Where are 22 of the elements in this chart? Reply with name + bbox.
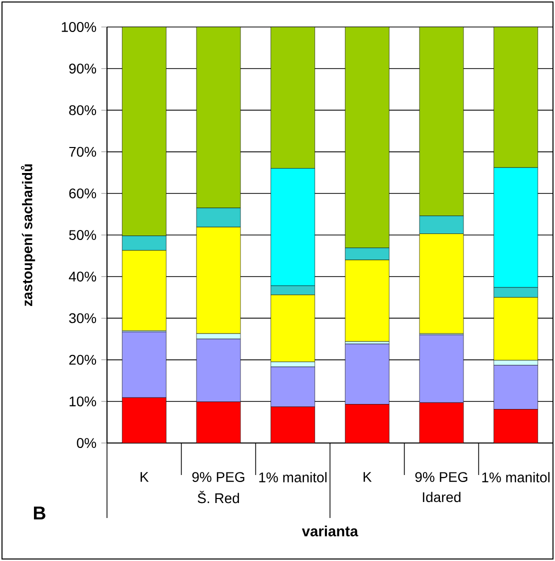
y-tick-label: 20% xyxy=(69,354,96,365)
text: Š. Red xyxy=(198,490,239,504)
x-tick-label: 1% manitol xyxy=(259,472,326,482)
y-tick-label: 40% xyxy=(68,272,96,282)
x-tick-label: 9% PEG xyxy=(415,472,468,482)
y-tick-label: 70% xyxy=(69,146,96,157)
y-tick-label: 60% xyxy=(69,188,96,198)
text: Idared xyxy=(422,492,460,502)
y-tick-label: 30% xyxy=(69,313,96,324)
y-axis-title: zastoupení sacharidů xyxy=(20,164,36,306)
x-tick-label: 1% manitol xyxy=(482,472,550,482)
x-tick-label: K xyxy=(364,472,372,482)
y-tick-label: 0% xyxy=(76,438,96,448)
x-tick-label: 9% PEG xyxy=(192,472,244,482)
y-tick-label: 80% xyxy=(69,105,96,116)
y-tick-label: 100% xyxy=(62,22,96,32)
y-tick-label: 10% xyxy=(70,396,96,406)
y-tick-label: 90% xyxy=(69,64,96,74)
y-tick-label: 50% xyxy=(69,230,96,240)
text: B xyxy=(34,506,46,520)
x-tick-label: K xyxy=(140,472,149,482)
x-axis-title: varianta xyxy=(302,526,358,536)
